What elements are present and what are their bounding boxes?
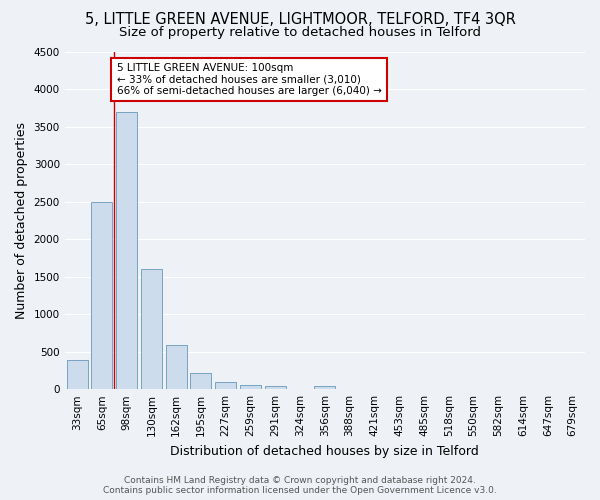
Y-axis label: Number of detached properties: Number of detached properties: [15, 122, 28, 319]
Bar: [190, 372, 211, 389]
Bar: [166, 345, 187, 389]
Bar: [265, 386, 286, 389]
Text: 5, LITTLE GREEN AVENUE, LIGHTMOOR, TELFORD, TF4 3QR: 5, LITTLE GREEN AVENUE, LIGHTMOOR, TELFO…: [85, 12, 515, 28]
Bar: [91, 202, 112, 389]
Text: Contains HM Land Registry data © Crown copyright and database right 2024.
Contai: Contains HM Land Registry data © Crown c…: [103, 476, 497, 495]
Text: Size of property relative to detached houses in Telford: Size of property relative to detached ho…: [119, 26, 481, 39]
Bar: [314, 386, 335, 389]
Text: 5 LITTLE GREEN AVENUE: 100sqm
← 33% of detached houses are smaller (3,010)
66% o: 5 LITTLE GREEN AVENUE: 100sqm ← 33% of d…: [117, 63, 382, 96]
Bar: [141, 269, 162, 389]
Bar: [215, 382, 236, 389]
Bar: [240, 385, 261, 389]
X-axis label: Distribution of detached houses by size in Telford: Distribution of detached houses by size …: [170, 444, 479, 458]
Bar: [116, 112, 137, 389]
Bar: [67, 360, 88, 389]
